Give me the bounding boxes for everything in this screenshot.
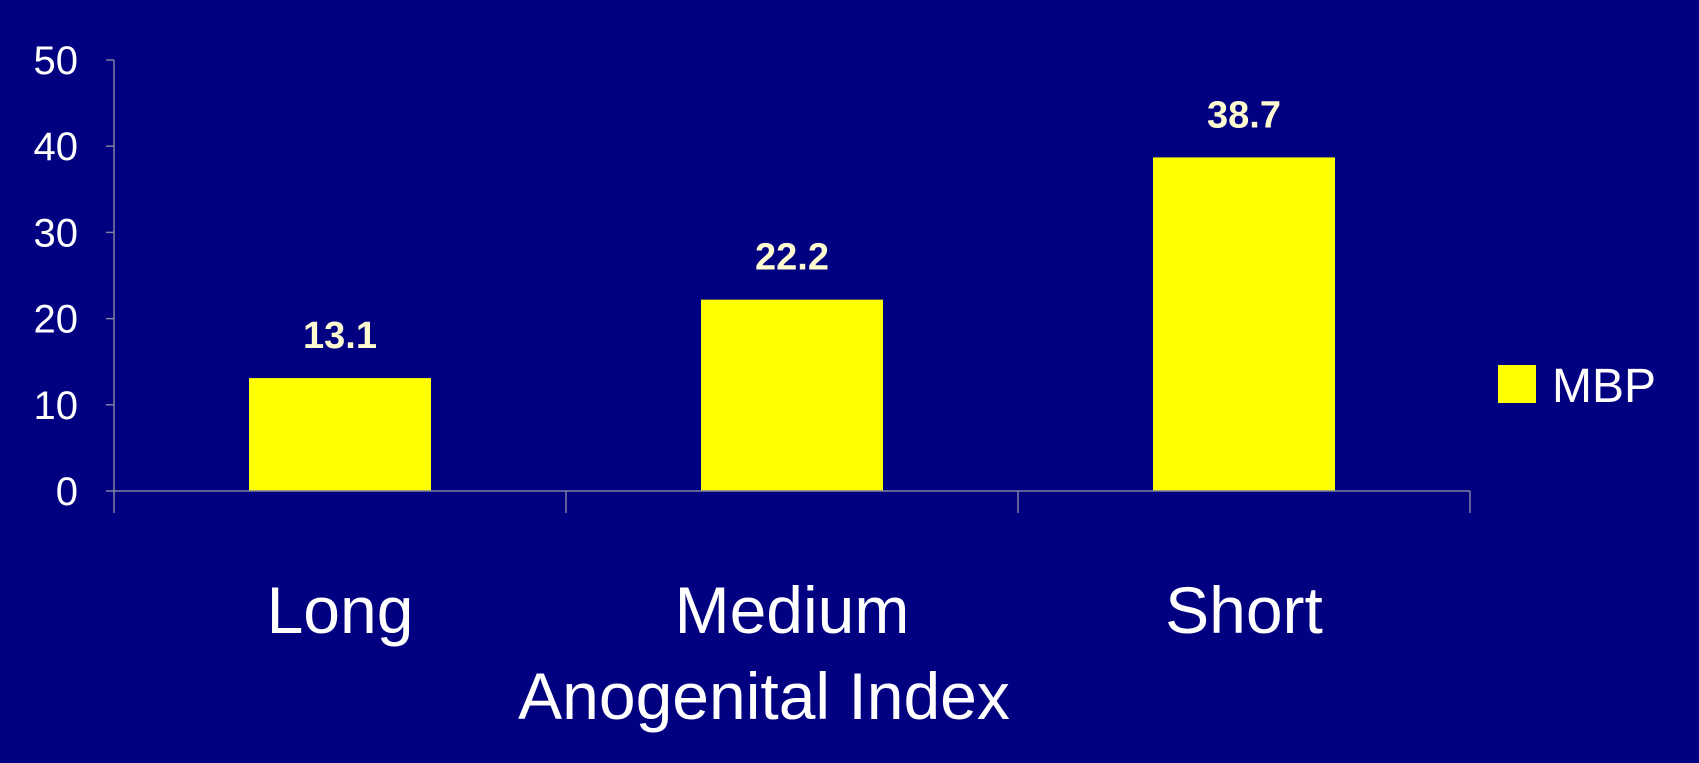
category-label-medium: Medium [675,573,910,647]
bar-short [1153,157,1335,491]
bars [249,157,1335,491]
data-label-medium: 22.2 [755,237,829,279]
y-axis-ticks: 0 10 20 30 40 50 [34,39,114,514]
y-tick-label: 10 [34,384,79,428]
legend: MBP [1498,360,1656,413]
data-label-short: 38.7 [1207,94,1281,136]
x-axis-title: Anogenital Index [518,659,1010,733]
legend-label-mbp: MBP [1552,360,1656,413]
data-labels: 13.1 22.2 38.7 [303,94,1281,357]
bar-long [249,378,431,491]
y-tick-label: 20 [34,298,79,342]
category-label-short: Short [1165,573,1323,647]
category-labels: Long Medium Short [267,573,1323,647]
legend-swatch-mbp [1498,365,1536,403]
y-tick-label: 50 [34,39,79,83]
x-axis-ticks [113,491,1471,513]
y-tick-label: 30 [34,211,79,255]
y-tick-label: 40 [34,125,79,169]
bar-medium [701,299,883,491]
category-label-long: Long [267,573,414,647]
data-label-long: 13.1 [303,315,377,357]
y-tick-label: 0 [56,470,78,514]
